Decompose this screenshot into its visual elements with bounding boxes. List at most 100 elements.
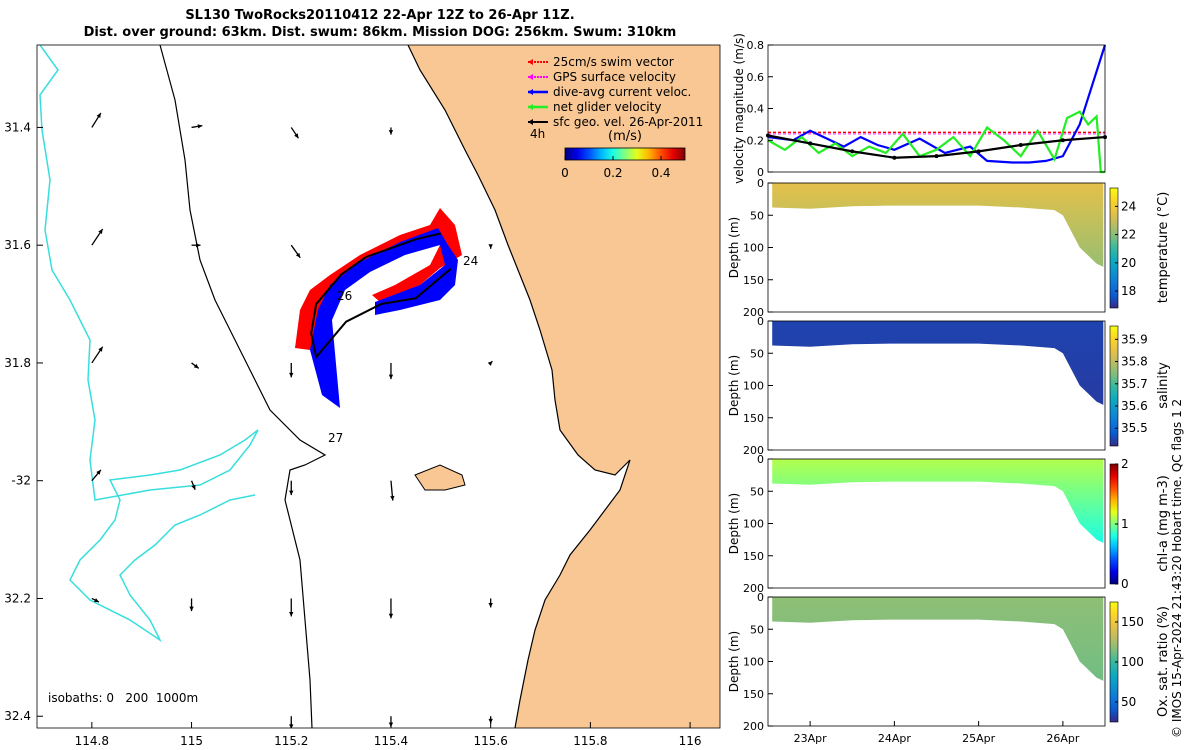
date-tick-label: 26Apr [1046,732,1080,745]
map-x-tick-label: 115.2 [274,734,308,748]
geo-velocity-arrow [191,243,201,248]
section-colorbar [1109,325,1119,447]
legend-entry: GPS surface velocity [528,70,676,84]
geo-velocity-arrow [390,480,395,501]
colorbar-tick-label: 100 [1121,655,1144,669]
legend-entry: 25cm/s swim vector [528,55,674,69]
map-x-axis: 114.8 115 115.2 115.4 115.6 115.8 116 [75,722,702,748]
depth-tick-label: 100 [743,242,764,255]
depth-tick-label: 100 [743,518,764,531]
geo-velocity-arrow [488,244,493,249]
figure-title-line1: SL130 TwoRocks20110412 22-Apr 12Z to 26-… [185,8,575,23]
geo-velocity-arrow [189,598,194,612]
velocity-y-tick-label: 0 [757,166,764,179]
legend-label: sfc geo. vel. 26-Apr-2011 [553,115,703,129]
date-tick-label: 25Apr [962,732,996,745]
section-data-fill [772,183,1104,267]
section-data-fill [772,459,1104,543]
map-y-tick-label: 31.4 [4,120,31,134]
section-data-fill [772,321,1104,405]
legend-interval-label: 4h [530,127,545,141]
track-label-24: 24 [463,254,478,268]
geo-velocity-arrow [290,244,301,259]
colorbar-label: salinity [1156,362,1171,409]
depth-tick-label: 150 [743,274,764,287]
geo-velocity-point [892,155,897,160]
colorbar-label: (m/s) [608,129,642,144]
geo-velocity-arrow [289,480,294,496]
colorbar-label: temperature (°C) [1156,192,1171,304]
legend-entry: sfc geo. vel. 26-Apr-2011 [528,115,703,129]
land-area [408,45,720,728]
glider-track-map: 24 26 27 isobaths: 0 200 1000m 114.8 115 1… [4,44,721,748]
colorbar-tick-label: 0 [1121,577,1129,591]
geo-velocity-arrow [488,598,493,608]
depth-tick-label: 200 [743,582,764,595]
velocity-series-line [767,110,1105,174]
figure-title-line2: Dist. over ground: 63km. Dist. swum: 86k… [83,25,677,40]
geo-velocity-arrow [487,360,493,366]
depth-tick-label: 150 [743,688,764,701]
map-y-tick-label: -32 [11,474,31,488]
coastline [407,45,631,728]
colorbar-tick-label: 0.4 [651,166,670,180]
map-y-tick-label: 32.4 [4,709,31,723]
colorbar-tick-label: 35.9 [1121,332,1148,346]
velocity-series-line [767,44,1107,164]
colorbar-tick-label: 0.2 [603,166,622,180]
map-y-tick-label: 32.2 [4,591,31,605]
depth-tick-label: 200 [743,306,764,319]
depth-tick-label: 50 [750,623,764,636]
geo-velocity-arrow [388,127,394,135]
geo-velocity-arrow [91,112,102,128]
velocity-y-tick-label: 0.4 [747,103,765,116]
section-panel: 0 50 100 150 200 Depth (m) 24 22 20 18 temperature… [727,177,1171,319]
map-x-tick-label: 115 [180,734,203,748]
dive-avg-band [310,228,458,408]
section-data-fill [772,597,1104,681]
geo-velocity-arrow [290,127,299,139]
depth-tick-label: 150 [743,412,764,425]
depth-tick-label: 0 [757,591,764,604]
map-x-tick-label: 115.8 [573,734,607,748]
legend-entry: net glider velocity [528,100,661,114]
colorbar-label: chl-a (mg m-3) [1156,475,1171,572]
glider-track-line [310,232,452,360]
legend-label: 25cm/s swim vector [553,55,674,69]
geo-velocity-arrow [190,480,196,490]
depth-tick-label: 100 [743,380,764,393]
isobaths-label: isobaths: 0 200 1000m [48,691,198,705]
colorbar-tick-label: 1 [1121,517,1129,531]
colorbar-tick-label: 18 [1121,284,1136,298]
section-panel: 0 50 100 150 200 Depth (m) 2 1 0 chl-a (mg m-3) [727,453,1171,595]
colorbar-tick-label: 2 [1121,457,1129,471]
velocity-y-tick-label: 0.8 [747,39,765,52]
geo-velocity-point [1018,143,1023,148]
geo-velocity-arrow [91,597,100,603]
depth-tick-label: 100 [743,656,764,669]
map-x-tick-label: 116 [679,734,702,748]
colorbar-tick-label: 150 [1121,615,1144,629]
colorbar-tick-label: 35.5 [1121,421,1148,435]
geo-velocity-point [1060,138,1065,143]
depth-tick-label: 0 [757,177,764,190]
depth-tick-label: 200 [743,720,764,733]
depth-tick-label: 150 [743,550,764,563]
depth-tick-label: 0 [757,453,764,466]
track-label-27: 27 [328,431,343,445]
section-colorbar [1109,187,1119,309]
geo-velocity-arrow [388,362,394,380]
map-x-tick-label: 115.4 [374,734,408,748]
depth-axis-label: Depth (m) [727,493,741,554]
velocity-y-tick-label: 0.6 [747,71,765,84]
colorbar-label: Ox. sat. ratio (%) [1156,606,1171,717]
geo-velocity-arrow [388,598,394,619]
geo-velocity-arrow [91,346,104,364]
geo-velocity-arrow [289,362,294,378]
colorbar-tick-label: 35.7 [1121,377,1148,391]
legend-entry: dive-avg current veloc. [528,85,691,99]
